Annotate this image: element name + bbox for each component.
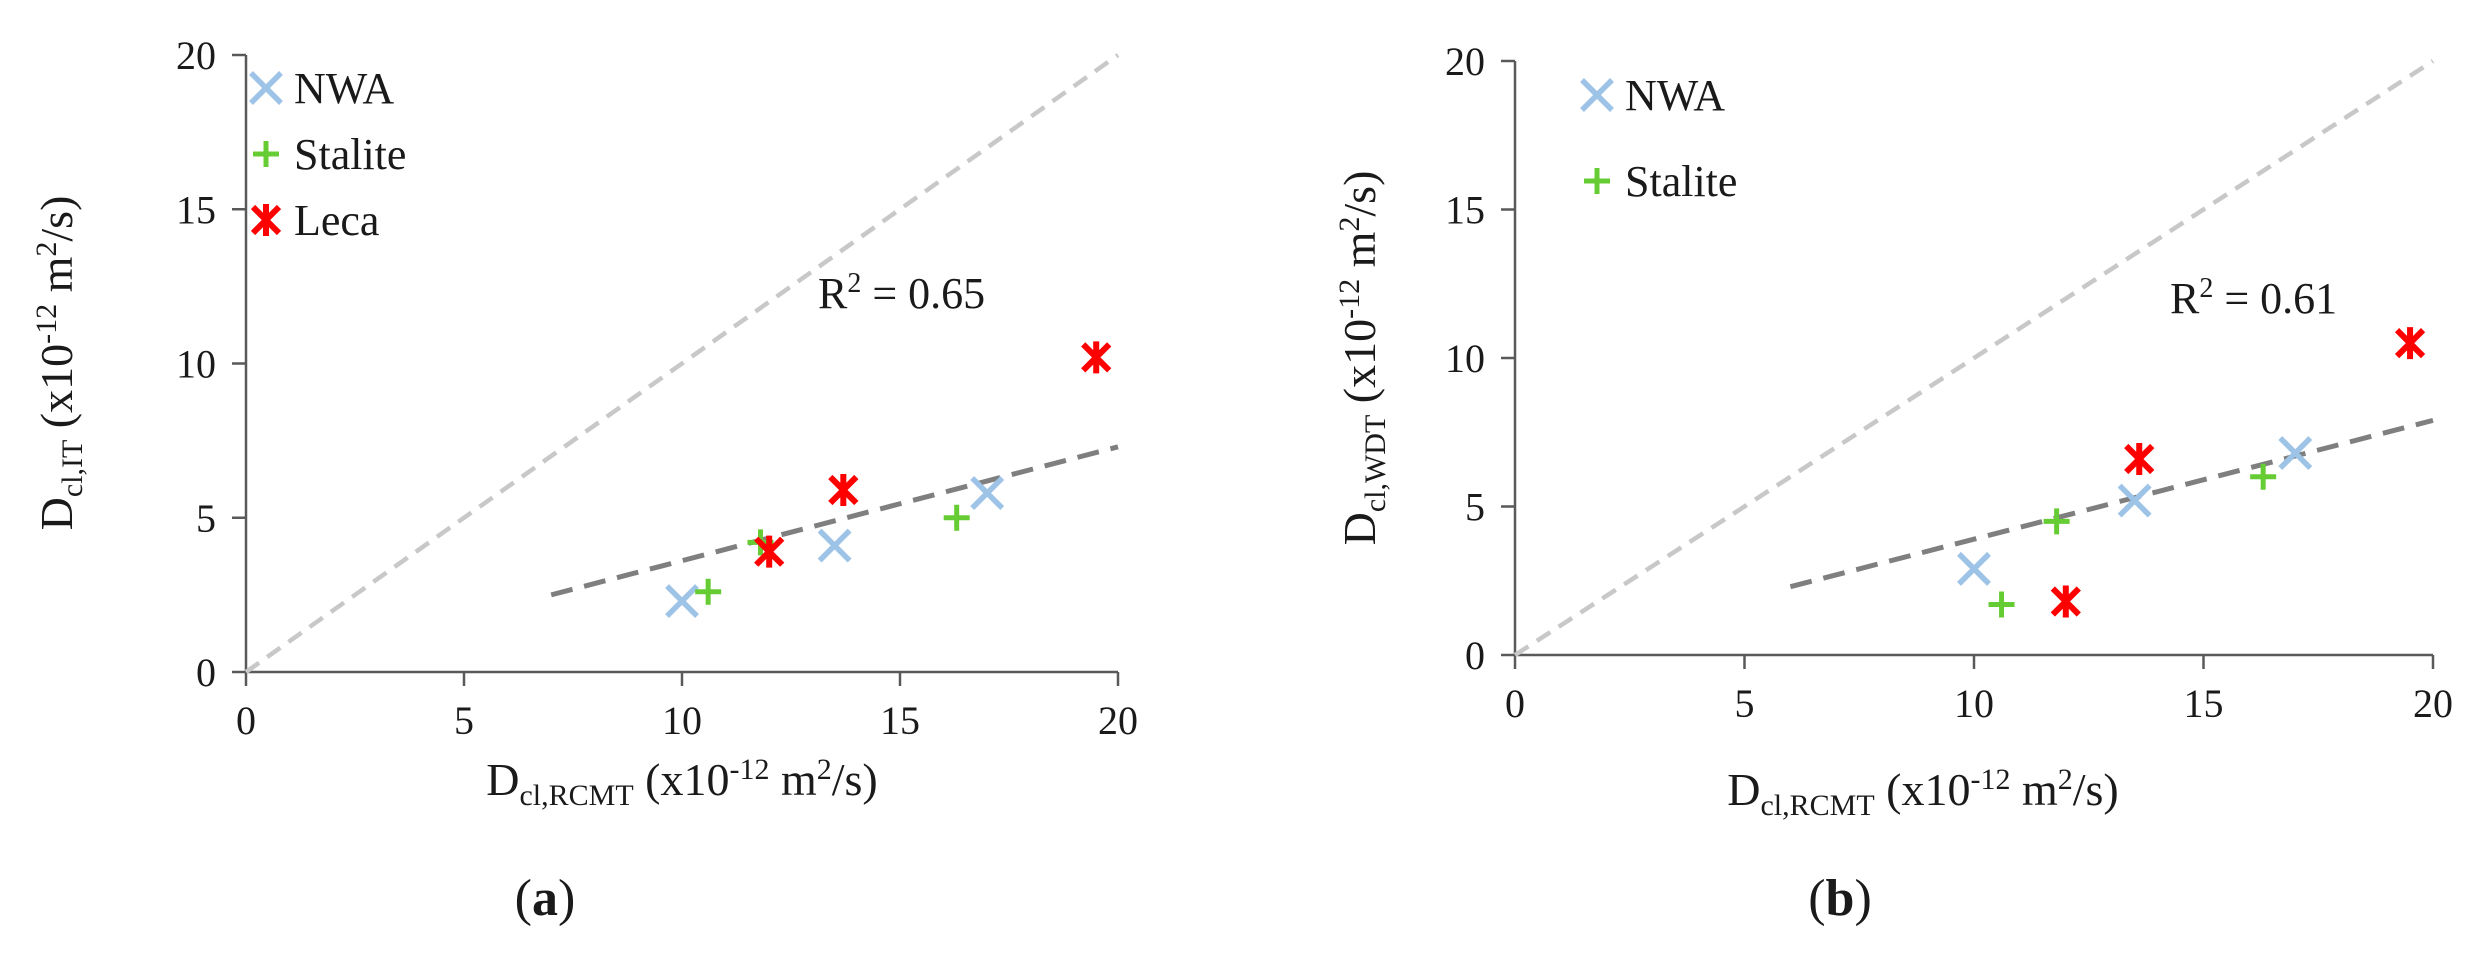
x-tick-label: 15 — [880, 698, 920, 743]
y-tick-label: 20 — [176, 33, 216, 78]
x-tick-label: 5 — [1735, 681, 1755, 726]
y-tick-label: 15 — [1445, 188, 1485, 233]
xlabel-title: Dcl,RCMT (x10-12 m2/s) — [486, 753, 878, 812]
legend-entry: Leca — [294, 196, 379, 245]
legend-marker — [1584, 168, 1610, 194]
equality-line — [244, 53, 1120, 674]
y-tick-label: 0 — [1465, 633, 1485, 678]
legend-marker — [1580, 78, 1614, 112]
r-squared-label: R2 = 0.61 — [2170, 273, 2337, 323]
legend-entry: Stalite — [1625, 157, 1737, 206]
legend-marker — [249, 71, 283, 105]
data-point-plus — [1988, 591, 2015, 618]
data-point-x — [817, 528, 852, 563]
trendline — [550, 444, 1119, 598]
ylabel-title: Dcl,WDT (x10-12 m2/s) — [1333, 171, 1392, 546]
data-point-asterisk — [754, 535, 785, 568]
x-tick-label: 5 — [454, 698, 474, 743]
chart-panel-a: 0 5 10 15 20 0 5 10 15 20 NWA Stalite Leca R2 = 0.65 D… — [30, 33, 1138, 927]
y-tick-label: 10 — [1445, 336, 1485, 381]
data-point-x — [970, 476, 1005, 511]
x-tick-label: 20 — [2413, 681, 2453, 726]
trendline — [1789, 417, 2434, 590]
panel-caption: (a) — [515, 870, 576, 927]
data-point-asterisk — [828, 473, 859, 506]
data-point-asterisk — [2124, 442, 2155, 475]
data-point-plus — [695, 578, 722, 605]
legend-entry: NWA — [294, 64, 394, 113]
x-tick-label: 15 — [2184, 681, 2224, 726]
data-point-x — [2117, 483, 2152, 518]
legend-entry: Stalite — [294, 130, 406, 179]
x-tick-label: 10 — [1954, 681, 1994, 726]
x-tick-label: 10 — [662, 698, 702, 743]
data-point-asterisk — [2050, 585, 2081, 618]
data-point-asterisk — [2394, 327, 2426, 360]
data-point-asterisk — [1081, 341, 1112, 374]
data-point-x — [665, 584, 699, 618]
y-tick-label: 0 — [196, 650, 216, 695]
ylabel-title: Dcl,IT (x10-12 m2/s) — [30, 196, 89, 531]
y-tick-label: 20 — [1445, 39, 1485, 84]
data-point-x — [1957, 551, 1991, 586]
y-tick-label: 5 — [1465, 485, 1485, 530]
data-point-plus — [943, 504, 970, 531]
data-point-plus — [2250, 463, 2277, 490]
panel-caption: (b) — [1808, 870, 1872, 927]
data-point-x — [2278, 436, 2313, 470]
legend-marker — [253, 141, 279, 167]
x-tick-label: 0 — [1505, 681, 1525, 726]
x-tick-label: 0 — [236, 698, 256, 743]
legend-marker — [250, 204, 282, 236]
equality-line — [1513, 59, 2435, 657]
r-squared-label: R2 = 0.65 — [818, 268, 985, 318]
legend-entry: NWA — [1625, 71, 1725, 120]
data-point-plus — [2043, 508, 2070, 535]
chart-panel-b: 0 5 10 15 20 0 5 10 15 20 NWA Stalite R2 = 0.61 Dcl,R… — [1333, 39, 2453, 927]
y-tick-label: 10 — [176, 342, 216, 387]
x-tick-label: 20 — [1098, 698, 1138, 743]
y-tick-label: 15 — [176, 187, 216, 232]
y-tick-label: 5 — [196, 496, 216, 541]
xlabel-title: Dcl,RCMT (x10-12 m2/s) — [1727, 763, 2119, 822]
